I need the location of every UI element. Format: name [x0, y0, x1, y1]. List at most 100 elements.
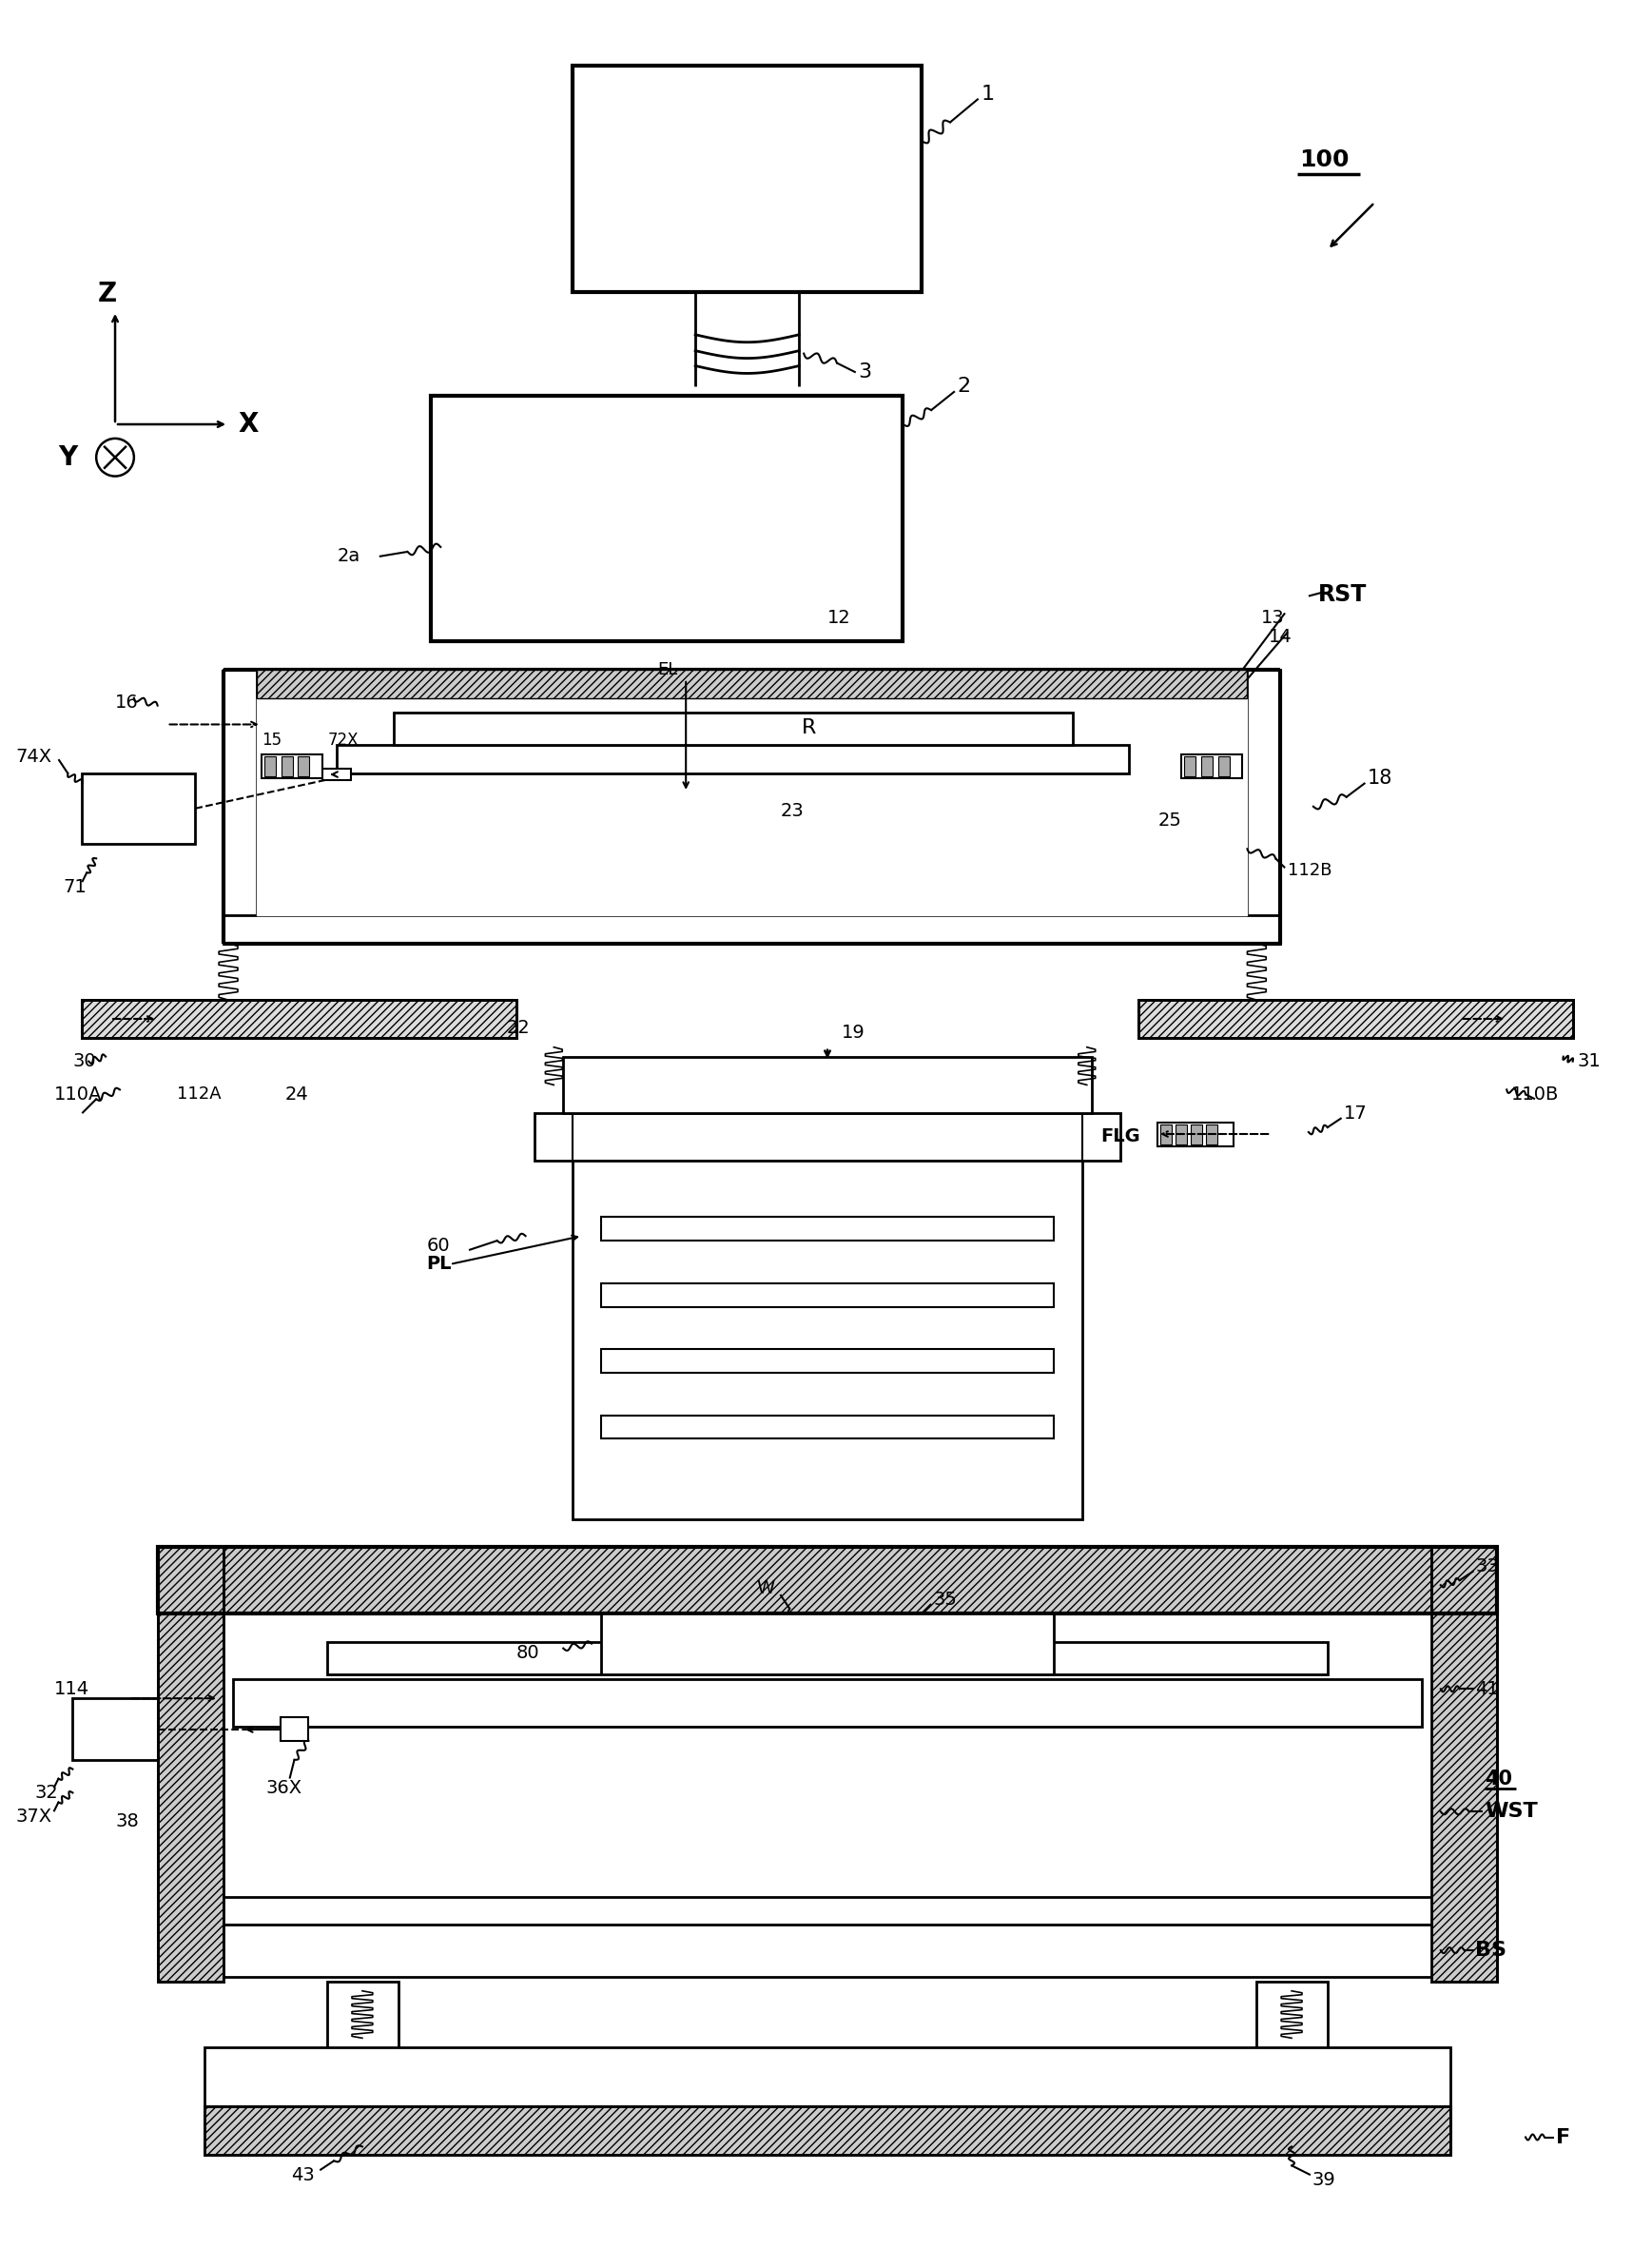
Bar — [73, 1699, 157, 1760]
Text: EL: EL — [657, 660, 677, 678]
Text: RST: RST — [1318, 583, 1366, 606]
Bar — [1257, 1982, 1328, 2136]
Text: F: F — [1556, 2127, 1569, 2148]
Text: 22: 22 — [507, 1018, 530, 1036]
Text: 17: 17 — [1343, 1105, 1366, 1123]
Bar — [281, 758, 292, 776]
Bar — [233, 1681, 1422, 1726]
Text: 38: 38 — [116, 1812, 139, 1830]
Bar — [157, 1547, 223, 1982]
Text: WST: WST — [1485, 1803, 1538, 1821]
Bar — [327, 1642, 1328, 1674]
Text: PL: PL — [426, 1254, 451, 1272]
Text: 23: 23 — [780, 803, 805, 821]
Bar — [223, 914, 1280, 943]
Bar — [1181, 755, 1242, 778]
Text: 19: 19 — [841, 1023, 866, 1041]
Bar — [205, 2048, 1450, 2136]
Bar — [573, 66, 922, 293]
Bar — [601, 1349, 1054, 1372]
Text: 1: 1 — [981, 84, 995, 104]
Bar — [1206, 1125, 1218, 1145]
Bar — [223, 1926, 1431, 1978]
Bar — [563, 1057, 1092, 1114]
Text: 80: 80 — [515, 1644, 540, 1662]
Bar — [1191, 1125, 1203, 1145]
Bar — [601, 1284, 1054, 1306]
Text: 35: 35 — [933, 1590, 957, 1608]
Text: X: X — [238, 411, 258, 438]
Text: 15: 15 — [261, 733, 281, 748]
Text: 16: 16 — [116, 694, 139, 712]
Text: W: W — [757, 1579, 775, 1597]
Bar — [157, 1547, 1497, 1613]
Bar — [1201, 758, 1213, 776]
Bar — [83, 773, 195, 844]
Text: 100: 100 — [1298, 150, 1350, 172]
Text: BS: BS — [1475, 1941, 1507, 1960]
Text: R: R — [801, 719, 816, 737]
Text: 71: 71 — [63, 878, 88, 896]
Bar — [1176, 1125, 1186, 1145]
Bar — [1247, 669, 1280, 943]
Bar — [223, 1613, 1431, 1982]
Bar — [223, 669, 256, 943]
Text: 37X: 37X — [17, 1808, 53, 1826]
Text: 30: 30 — [73, 1052, 96, 1070]
Text: 112A: 112A — [177, 1086, 221, 1102]
Text: 36X: 36X — [266, 1778, 302, 1796]
Bar — [297, 758, 309, 776]
Bar — [83, 1000, 515, 1039]
Bar — [223, 1896, 1431, 1926]
Text: 2a: 2a — [337, 547, 360, 565]
Bar — [281, 1717, 309, 1742]
Text: Y: Y — [58, 445, 78, 472]
Text: 114: 114 — [55, 1681, 89, 1699]
Bar — [1160, 1125, 1171, 1145]
Text: 39: 39 — [1312, 2170, 1336, 2189]
Bar — [393, 712, 1072, 746]
Bar — [157, 1547, 1497, 1613]
Text: 41: 41 — [1475, 1681, 1498, 1699]
Text: 110B: 110B — [1512, 1086, 1559, 1105]
Bar — [601, 1613, 1054, 1674]
Text: Z: Z — [97, 281, 117, 308]
Bar — [1138, 1000, 1573, 1039]
Bar — [1431, 1547, 1497, 1982]
Bar — [431, 397, 904, 642]
Text: 12: 12 — [828, 608, 851, 626]
Bar — [256, 699, 1247, 914]
Bar — [1138, 1000, 1573, 1039]
Text: 74X: 74X — [17, 748, 53, 767]
Bar — [601, 1218, 1054, 1241]
Bar — [264, 758, 276, 776]
Bar — [1158, 1123, 1232, 1145]
Text: FLG: FLG — [1100, 1127, 1142, 1145]
Bar — [205, 2107, 1450, 2155]
Bar — [205, 2107, 1450, 2155]
Bar — [1184, 758, 1196, 776]
Text: 112B: 112B — [1289, 862, 1332, 880]
Text: 24: 24 — [284, 1086, 309, 1105]
Bar — [261, 755, 322, 778]
Text: 13: 13 — [1262, 608, 1285, 626]
Text: 33: 33 — [1475, 1558, 1498, 1576]
Bar — [256, 669, 1247, 699]
Text: 3: 3 — [859, 363, 872, 381]
Text: 18: 18 — [1368, 769, 1393, 787]
Bar — [223, 669, 1280, 699]
Bar — [1218, 758, 1229, 776]
Bar — [573, 1161, 1082, 1520]
Bar — [157, 1547, 223, 1982]
Text: 40: 40 — [1485, 1769, 1513, 1787]
Text: 110A: 110A — [55, 1086, 102, 1105]
Bar — [601, 1415, 1054, 1438]
Text: 43: 43 — [291, 2166, 316, 2184]
Bar — [322, 769, 350, 780]
Bar — [83, 1000, 515, 1039]
Text: 25: 25 — [1158, 812, 1181, 830]
Text: 32: 32 — [35, 1783, 58, 1801]
Bar — [327, 1982, 398, 2136]
Bar — [535, 1114, 1120, 1161]
Text: 2: 2 — [957, 376, 970, 397]
